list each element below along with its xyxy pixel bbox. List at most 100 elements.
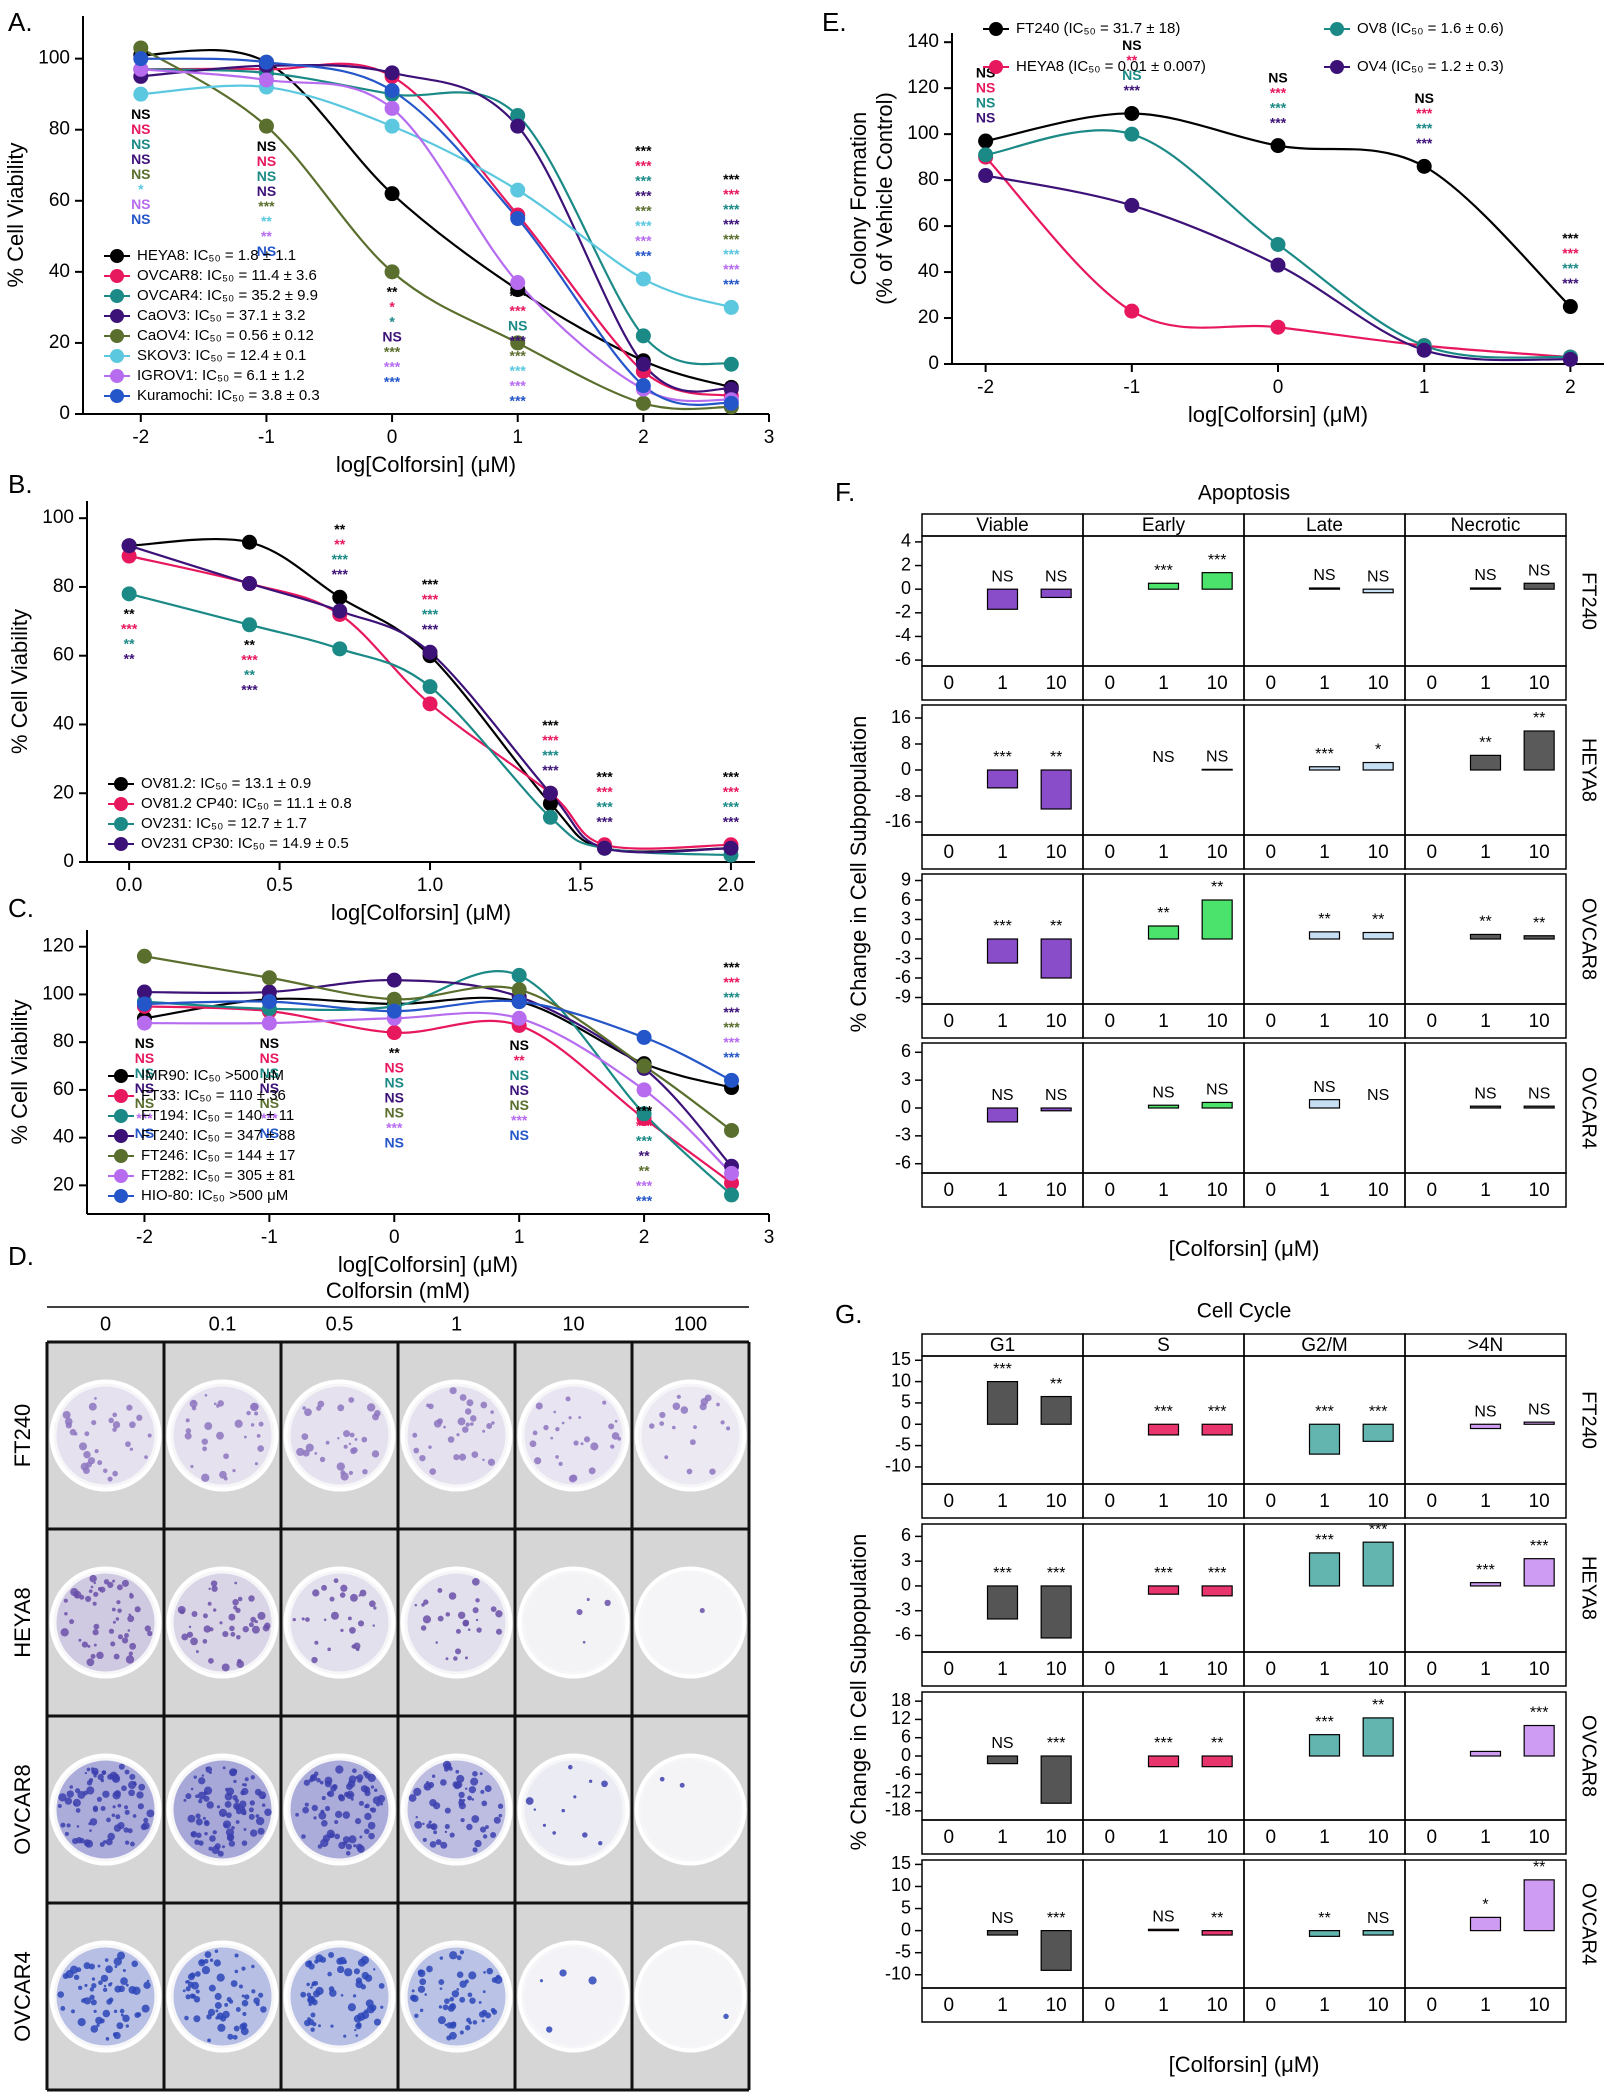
colony <box>373 2018 381 2026</box>
data-point <box>384 186 400 202</box>
dish <box>634 1753 747 1866</box>
data-point <box>635 356 651 372</box>
y-tick-label: -6 <box>895 1763 911 1783</box>
colony <box>214 2002 222 2009</box>
colony <box>235 2007 241 2012</box>
dish-stain <box>525 1574 623 1672</box>
significance-label: NS <box>1474 567 1496 584</box>
colony <box>414 1603 418 1607</box>
colony <box>207 1601 212 1606</box>
significance-label: *** <box>422 576 439 592</box>
colony <box>316 1778 321 1783</box>
x-tick-label: 10 <box>1368 1491 1389 1512</box>
legend-marker <box>110 369 124 383</box>
dish-stain <box>525 1948 623 2046</box>
significance-label: NS <box>991 1910 1013 1927</box>
colony <box>204 1819 209 1825</box>
y-tick-label: 0 <box>901 1097 911 1117</box>
data-point <box>384 100 400 116</box>
colony <box>582 1832 588 1838</box>
colony <box>364 1828 370 1835</box>
colony <box>83 1997 92 2005</box>
x-tick-label: 0 <box>1105 1011 1116 1032</box>
colony <box>72 1837 79 1845</box>
colony <box>525 1797 534 1805</box>
y-tick-label: 100 <box>42 983 74 1004</box>
bar <box>1040 938 1072 979</box>
colony <box>476 1627 482 1633</box>
colony <box>194 1839 200 1845</box>
colony <box>84 1839 94 1848</box>
colony <box>472 1578 480 1586</box>
data-point <box>422 679 438 695</box>
significance-label: *** <box>723 769 740 785</box>
data-point <box>121 548 137 564</box>
legend-label: OV4 (IC₅₀ = 1.2 ± 0.3) <box>1357 58 1504 75</box>
significance-label: *** <box>510 288 527 304</box>
colony <box>57 1991 65 1998</box>
significance-label: *** <box>1416 105 1433 121</box>
bar <box>1308 1099 1341 1109</box>
significance-label: NS <box>1474 1403 1496 1420</box>
colony <box>534 1457 542 1465</box>
x-tick-label: 1 <box>1158 842 1169 863</box>
colony <box>89 1574 97 1583</box>
category-cell <box>1404 1003 1567 1039</box>
significance-label: *** <box>723 216 740 232</box>
x-tick-label: 10 <box>1207 1995 1228 2016</box>
x-tick-label: 10 <box>1046 1827 1067 1848</box>
x-tick-label: 10 <box>1046 1659 1067 1680</box>
colony <box>481 2019 485 2023</box>
colony <box>601 1780 608 1788</box>
y-tick-label: -3 <box>895 1125 911 1145</box>
data-point <box>1270 257 1286 273</box>
colony <box>99 2018 105 2024</box>
colony <box>202 1446 208 1452</box>
x-tick-label: 0 <box>1266 1011 1277 1032</box>
y-tick-label: 0 <box>901 578 911 598</box>
significance-label: NS <box>260 1035 279 1051</box>
colony <box>325 1440 330 1445</box>
x-tick-label: 0 <box>944 1827 955 1848</box>
dish <box>283 1379 396 1492</box>
colony <box>97 1460 103 1466</box>
row-label: FT240 <box>10 1404 35 1468</box>
significance-label: *** <box>542 732 559 748</box>
colony <box>257 1611 266 1620</box>
x-tick-label: 1 <box>1158 1659 1169 1680</box>
significance-label: *** <box>723 261 740 277</box>
data-point <box>597 840 613 856</box>
dish-stain <box>524 1386 623 1485</box>
colony <box>590 1442 599 1451</box>
y-tick-label: 60 <box>918 215 939 236</box>
y-axis-label: (% of Vehicle Control) <box>872 92 897 305</box>
colony <box>76 1967 82 1973</box>
significance-label: NS <box>135 1050 154 1066</box>
colony <box>93 1643 97 1647</box>
panel-label: B. <box>8 469 33 499</box>
colony <box>94 1449 99 1454</box>
legend-label: SKOV3: IC₅₀ = 12.4 ± 0.1 <box>137 347 306 364</box>
colony <box>659 1421 665 1426</box>
x-tick-label: 1 <box>1319 1827 1330 1848</box>
colony <box>348 1470 354 1475</box>
bar <box>1362 761 1394 771</box>
legend-label: IGROV1: IC₅₀ = 6.1 ± 1.2 <box>137 367 305 384</box>
colony <box>339 1592 346 1598</box>
data-point <box>1416 342 1432 358</box>
colony <box>676 1394 681 1399</box>
colony <box>86 1767 91 1772</box>
data-point <box>511 967 527 983</box>
colony <box>108 1417 114 1424</box>
dish-stain <box>407 1573 506 1672</box>
y-tick-label: 80 <box>918 169 939 190</box>
colony <box>573 1440 579 1446</box>
x-axis-label: log[Colforsin] (μM) <box>331 900 511 925</box>
category-cell <box>1404 1819 1567 1855</box>
legend-label: FT33: IC₅₀ = 110 ± 36 <box>141 1087 286 1104</box>
bar <box>1147 1423 1180 1436</box>
colony <box>333 1578 339 1584</box>
x-tick-label: 1 <box>1158 1491 1169 1512</box>
colony <box>129 1642 137 1650</box>
colony <box>234 1798 240 1803</box>
